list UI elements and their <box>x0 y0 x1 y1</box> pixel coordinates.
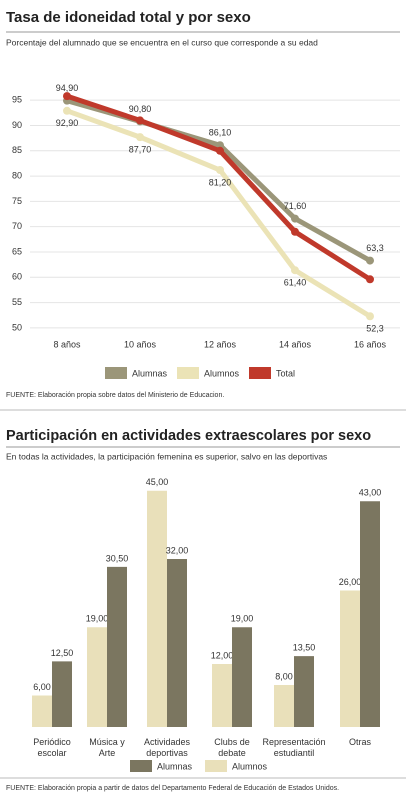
x-tick-label: Otras <box>348 737 371 747</box>
data-label: 12,50 <box>51 648 74 658</box>
legend-label: Alumnas <box>132 368 168 378</box>
legend-swatch <box>249 367 271 379</box>
y-tick-label: 55 <box>12 297 22 307</box>
legend-swatch <box>105 367 127 379</box>
bar <box>32 695 52 727</box>
chart-subtitle: En todas la actividades, la participació… <box>6 451 327 461</box>
chart-subtitle: Porcentaje del alumnado que se encuentra… <box>6 37 318 47</box>
y-tick-label: 50 <box>12 322 22 332</box>
y-tick-label: 90 <box>12 120 22 130</box>
data-label: 86,10 <box>209 128 232 138</box>
data-label: 45,00 <box>146 477 169 487</box>
y-tick-label: 95 <box>12 95 22 105</box>
data-label: 13,50 <box>293 643 316 653</box>
bar <box>294 656 314 727</box>
data-label: 63,3 <box>366 243 384 253</box>
data-label: 94,90 <box>56 83 79 93</box>
data-label: 19,00 <box>231 614 254 624</box>
data-label: 92,90 <box>56 118 79 128</box>
bar <box>212 664 232 727</box>
data-label: 30,50 <box>106 553 129 563</box>
x-tick-label: 10 años <box>124 339 157 349</box>
legend-swatch <box>205 760 227 772</box>
data-label: 32,00 <box>166 545 189 555</box>
legend-label: Total <box>276 368 295 378</box>
y-tick-label: 60 <box>12 272 22 282</box>
x-tick-label: Actividades deportivas <box>143 737 191 758</box>
bar <box>340 590 360 727</box>
x-tick-label: Clubs de debate <box>214 737 250 758</box>
data-label: 87,70 <box>129 144 152 154</box>
x-tick-label: 16 años <box>354 339 387 349</box>
legend-label: Alumnos <box>204 368 240 378</box>
point <box>136 116 144 125</box>
data-label: 81,20 <box>209 177 232 187</box>
point <box>366 275 374 284</box>
chart-title: Participación en actividades extraescola… <box>6 428 371 444</box>
x-tick-label: Representación estudiantil <box>262 737 326 758</box>
bar <box>167 559 187 727</box>
point <box>63 92 71 101</box>
point <box>291 227 299 236</box>
data-label: 8,00 <box>275 671 293 681</box>
source: FUENTE: Elaboración propia sobre datos d… <box>6 392 224 399</box>
point <box>63 106 71 115</box>
legend-swatch <box>130 760 152 772</box>
bar <box>107 566 127 727</box>
data-label: 19,00 <box>86 614 109 624</box>
data-label: 6,00 <box>33 682 51 692</box>
y-tick-label: 70 <box>12 221 22 231</box>
y-tick-label: 80 <box>12 170 22 180</box>
source: FUENTE: Elaboración propia a partir de d… <box>6 785 339 792</box>
x-tick-label: 14 años <box>279 339 312 349</box>
data-label: 90,80 <box>129 104 152 114</box>
bar <box>274 685 294 727</box>
bar <box>232 627 252 727</box>
legend-label: Alumnas <box>157 761 193 771</box>
x-tick-label: 8 años <box>53 339 81 349</box>
x-tick-label: Música y Arte <box>89 737 125 758</box>
data-label: 26,00 <box>339 577 362 587</box>
x-tick-label: 12 años <box>204 339 237 349</box>
point <box>366 312 374 321</box>
bar <box>360 501 380 727</box>
chart-title: Tasa de idoneidad total y por sexo <box>6 9 251 26</box>
data-label: 71,60 <box>284 201 307 211</box>
data-label: 61,40 <box>284 278 307 288</box>
point <box>216 146 224 155</box>
legend-swatch <box>177 367 199 379</box>
point <box>291 266 299 275</box>
point <box>366 256 374 265</box>
bar <box>52 661 72 727</box>
x-tick-label: Periódico escolar <box>33 737 71 758</box>
y-tick-label: 65 <box>12 246 22 256</box>
data-label: 52,3 <box>366 324 384 334</box>
point <box>291 214 299 223</box>
data-label: 43,00 <box>359 488 382 498</box>
bar <box>147 490 167 727</box>
point <box>216 141 224 150</box>
y-tick-label: 85 <box>12 145 22 155</box>
data-label: 12,00 <box>211 650 234 660</box>
point <box>216 166 224 175</box>
legend-label: Alumnos <box>232 761 268 771</box>
bar <box>87 627 107 727</box>
point <box>136 133 144 142</box>
y-tick-label: 75 <box>12 196 22 206</box>
